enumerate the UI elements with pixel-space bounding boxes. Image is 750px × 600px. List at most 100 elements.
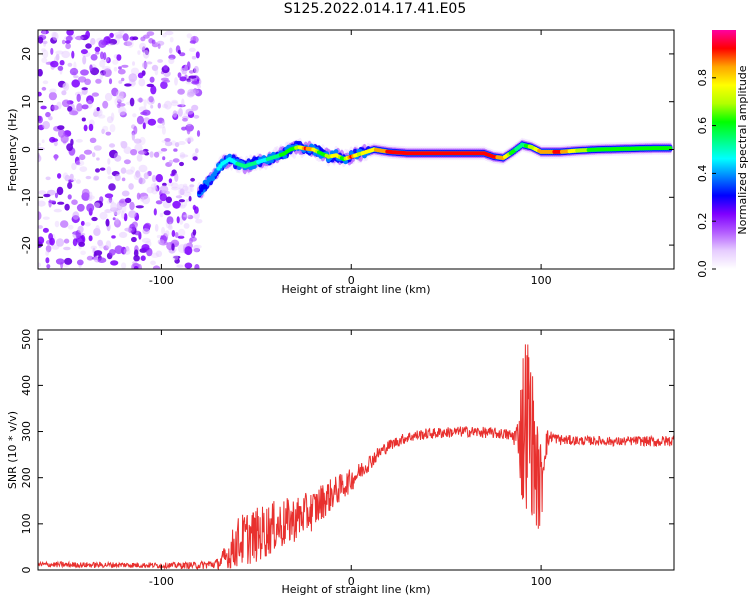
noise-speck <box>190 185 194 193</box>
noise-speck <box>123 247 131 255</box>
noise-speck <box>118 231 128 238</box>
snr-y-label: SNR (10 * v/v) <box>6 411 19 489</box>
noise-speck <box>116 201 123 211</box>
noise-speck <box>133 249 139 257</box>
noise-speck <box>137 50 141 55</box>
noise-speck <box>61 99 71 108</box>
noise-speck <box>184 186 193 194</box>
noise-speck <box>85 30 90 39</box>
noise-speck <box>139 136 146 146</box>
noise-speck <box>188 75 197 79</box>
noise-speck <box>188 70 194 74</box>
snr-y-axis: 0 100 200 300 400 500 <box>20 329 674 574</box>
noise-speck <box>89 64 93 72</box>
noise-speck <box>71 199 78 205</box>
noise-speck <box>111 235 116 239</box>
noise-speck <box>135 205 144 209</box>
noise-speck <box>161 120 166 126</box>
noise-speck <box>120 167 127 174</box>
noise-speck <box>96 157 100 161</box>
noise-speck <box>38 142 42 147</box>
noise-speck <box>147 118 157 126</box>
noise-speck <box>151 64 159 71</box>
noise-speck <box>177 49 181 55</box>
noise-speck <box>50 47 54 55</box>
noise-speck <box>164 30 174 36</box>
colorbar-gradient <box>712 30 736 269</box>
noise-speck <box>164 138 171 142</box>
noise-speck <box>112 59 119 65</box>
noise-speck <box>69 67 79 76</box>
noise-speck <box>192 156 198 161</box>
noise-speck <box>179 76 187 82</box>
noise-speck <box>146 61 153 65</box>
y-tick-label: -20 <box>20 236 33 254</box>
noise-speck <box>137 264 142 269</box>
noise-speck <box>122 33 129 42</box>
noise-speck <box>162 103 169 109</box>
noise-speck <box>185 80 193 85</box>
noise-speck <box>177 235 185 239</box>
noise-speck <box>110 260 119 266</box>
noise-speck <box>124 227 133 232</box>
noise-speck <box>132 36 139 41</box>
spectrogram-y-label: Frequency (Hz) <box>6 109 19 192</box>
noise-speck <box>99 167 106 171</box>
noise-speck <box>94 250 103 256</box>
noise-speck <box>55 238 65 247</box>
noise-speck <box>55 50 64 55</box>
noise-speck <box>88 195 95 200</box>
noise-speck <box>168 57 175 65</box>
x-tick-label: 100 <box>531 274 552 287</box>
noise-speck <box>93 228 101 236</box>
ridge-halo-point <box>333 149 339 155</box>
noise-speck <box>178 187 182 196</box>
noise-speck <box>42 80 49 85</box>
noise-speck <box>107 158 111 165</box>
noise-speck <box>54 220 60 228</box>
noise-speck <box>168 221 173 230</box>
noise-speck <box>188 195 192 202</box>
noise-speck <box>183 201 188 207</box>
noise-speck <box>86 203 95 212</box>
noise-speck <box>71 162 77 171</box>
spectrogram-y-axis: -20 -10 0 10 20 <box>20 47 674 254</box>
noise-speck <box>56 186 64 196</box>
noise-speck <box>142 122 146 130</box>
noise-speck <box>159 212 164 218</box>
chart-title: S125.2022.014.17.41.E05 <box>283 1 467 17</box>
noise-speck <box>114 245 124 255</box>
noise-speck <box>123 213 128 222</box>
noise-speck <box>43 193 51 198</box>
noise-speck <box>80 220 85 226</box>
noise-speck <box>84 222 91 227</box>
noise-speck <box>189 40 196 44</box>
noise-speck <box>76 259 84 266</box>
noise-speck <box>130 81 136 86</box>
noise-speck <box>95 168 100 173</box>
noise-speck <box>146 83 155 88</box>
noise-speck <box>105 240 112 249</box>
noise-speck <box>172 255 179 261</box>
noise-speck <box>40 105 47 110</box>
noise-speck <box>97 257 107 264</box>
noise-speck <box>155 250 163 258</box>
noise-speck <box>100 51 104 60</box>
noise-speck <box>54 192 59 199</box>
noise-speck <box>71 50 75 59</box>
y-tick-label: 200 <box>20 467 33 488</box>
noise-speck <box>138 78 146 87</box>
noise-speck <box>131 236 137 243</box>
noise-speck <box>132 113 137 118</box>
noise-speck <box>77 76 87 83</box>
noise-speck <box>117 68 126 75</box>
noise-speck <box>42 30 47 37</box>
noise-speck <box>137 72 144 79</box>
noise-speck <box>115 90 124 100</box>
noise-speck <box>186 122 192 127</box>
noise-speck <box>59 60 65 66</box>
noise-speck <box>67 194 72 200</box>
noise-speck <box>124 83 132 87</box>
noise-speck <box>38 115 43 124</box>
noise-speck <box>192 229 197 236</box>
